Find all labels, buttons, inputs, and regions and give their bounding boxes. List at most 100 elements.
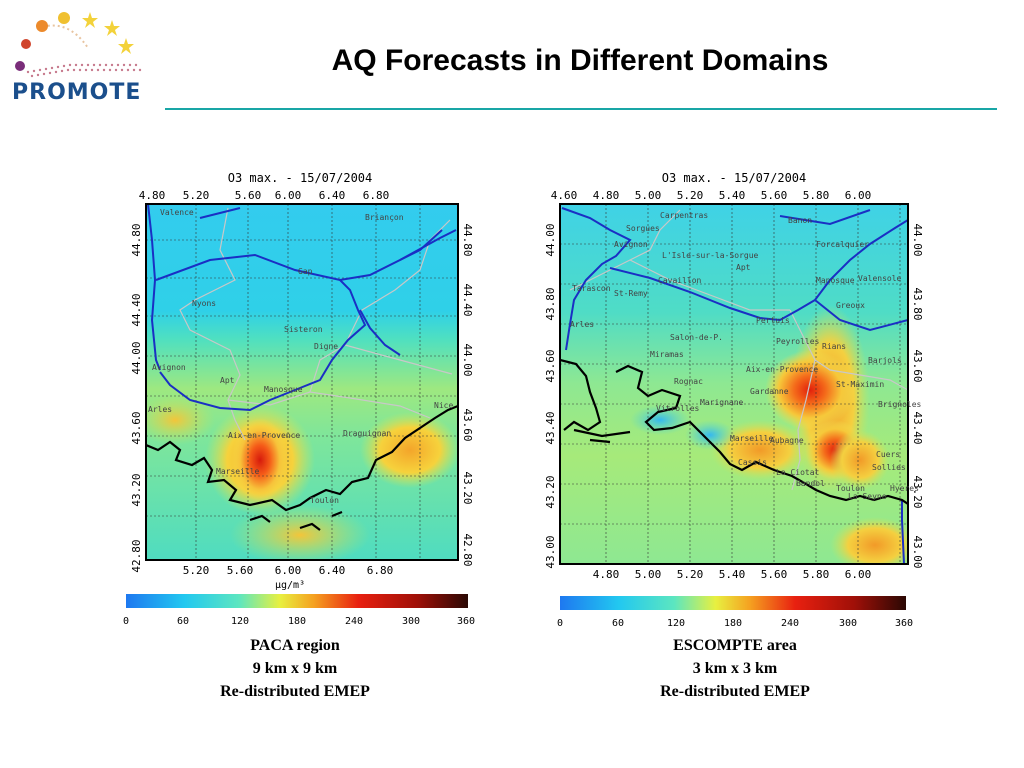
tick-label: 360 xyxy=(895,618,913,629)
tick-label: 43.40 xyxy=(911,411,924,444)
tick-label: 4.80 xyxy=(593,568,620,581)
city-label: Avignon xyxy=(152,363,186,372)
tick-label: 120 xyxy=(231,616,249,627)
tick-label: 43.80 xyxy=(911,287,924,320)
tick-label: 5.20 xyxy=(183,564,210,577)
tick-label: 5.60 xyxy=(761,189,788,202)
tick-label: 5.40 xyxy=(719,189,746,202)
tick-label: 44.00 xyxy=(911,223,924,256)
city-label: Tarascon xyxy=(572,284,611,293)
city-markers: Valence Briançon Gap Nyons Sisteron Dign… xyxy=(148,208,453,505)
caption-line: ESCOMPTE area xyxy=(673,637,797,654)
tick-label: 5.80 xyxy=(803,568,830,581)
city-label: Rians xyxy=(822,342,846,351)
map-panel-paca: O3 max. - 15/07/2004 4.80 5.20 5.60 6.00… xyxy=(123,171,475,627)
logo-star-1 xyxy=(82,12,98,28)
caption-line: PACA region xyxy=(250,637,340,654)
city-label: Digne xyxy=(314,342,338,351)
tick-label: 44.40 xyxy=(461,283,474,316)
colorbar-ticks: 0 60 120 180 240 300 360 xyxy=(123,616,475,627)
city-label: Sorgues xyxy=(626,224,660,233)
map-title: O3 max. - 15/07/2004 xyxy=(228,171,373,185)
tick-label: 5.20 xyxy=(677,568,704,581)
tick-label: 0 xyxy=(123,616,129,627)
city-label: Greoux xyxy=(836,301,865,310)
logo-text: PROMOTE xyxy=(12,80,142,105)
colorbar xyxy=(126,594,468,608)
tick-label: 43.00 xyxy=(911,535,924,568)
tick-label: 43.80 xyxy=(544,287,557,320)
city-label: Avignon xyxy=(614,240,648,249)
city-label: Salon-de-P. xyxy=(670,333,723,342)
city-label: Aix-en-Provence xyxy=(746,365,818,374)
city-label: Apt xyxy=(220,376,235,385)
city-markers: Carpentras Banon Sorgues Avignon Forcalq… xyxy=(570,211,922,501)
grid-lines xyxy=(146,204,458,560)
tick-label: 43.20 xyxy=(130,473,143,506)
map-unit-label: µg/m³ xyxy=(275,580,305,591)
tick-label: 6.80 xyxy=(367,564,394,577)
tick-label: 43.60 xyxy=(544,349,557,382)
city-label: Arles xyxy=(148,405,172,414)
city-label: L'Isle-sur-la-Sorgue xyxy=(662,251,759,260)
map-top-ticks: 4.80 5.20 5.60 6.00 6.40 6.80 xyxy=(139,189,390,202)
city-label: Draguignan xyxy=(343,429,391,438)
page-title: AQ Forecasts in Different Domains xyxy=(331,44,829,77)
colorbar-ticks: 0 60 120 180 240 300 360 xyxy=(557,618,913,629)
map-top-ticks: 4.60 4.80 5.00 5.20 5.40 5.60 5.80 6.00 xyxy=(551,189,872,202)
city-label: Carpentras xyxy=(660,211,708,220)
logo-dot-orange xyxy=(36,20,48,32)
city-label: Manosque xyxy=(264,385,303,394)
city-label: Pertuis xyxy=(756,316,790,325)
city-label: Toulon xyxy=(836,484,865,493)
city-label: Forcalquier xyxy=(816,240,869,249)
city-label: Cuers xyxy=(876,450,900,459)
tick-label: 5.60 xyxy=(227,564,254,577)
city-label: Briançon xyxy=(365,213,404,222)
city-label: La Seyne xyxy=(848,492,887,501)
tick-label: 4.80 xyxy=(139,189,166,202)
tick-label: 5.00 xyxy=(635,568,662,581)
city-label: Valensole xyxy=(858,274,902,283)
city-label: La Ciotat xyxy=(776,468,820,477)
city-label: Banon xyxy=(788,216,812,225)
tick-label: 4.80 xyxy=(593,189,620,202)
map-panel-escompte: O3 max. - 15/07/2004 4.60 4.80 5.00 5.20… xyxy=(544,171,924,629)
tick-label: 0 xyxy=(557,618,563,629)
tick-label: 5.00 xyxy=(635,189,662,202)
promote-logo xyxy=(15,12,142,78)
map-right-ticks: 44.80 44.40 44.00 43.60 43.20 42.80 xyxy=(461,223,474,566)
city-label: Marseille xyxy=(216,467,260,476)
rivers xyxy=(561,207,908,564)
tick-label: 42.80 xyxy=(461,533,474,566)
tick-label: 43.40 xyxy=(544,411,557,444)
city-label: Manosque xyxy=(816,276,855,285)
rivers xyxy=(147,204,457,412)
tick-label: 44.80 xyxy=(130,223,143,256)
city-label: Cassis xyxy=(738,458,767,467)
tick-label: 6.80 xyxy=(363,189,390,202)
tick-label: 6.00 xyxy=(275,189,302,202)
city-label: Sisteron xyxy=(284,325,323,334)
map-left-ticks: 44.80 44.40 44.00 43.60 43.20 42.80 xyxy=(130,223,143,572)
tick-label: 43.20 xyxy=(544,475,557,508)
tick-label: 4.60 xyxy=(551,189,578,202)
city-label: Peyrolles xyxy=(776,337,820,346)
tick-label: 120 xyxy=(667,618,685,629)
logo-dot-purple xyxy=(15,61,25,71)
tick-label: 60 xyxy=(612,618,624,629)
city-label: Rognac xyxy=(674,377,703,386)
city-label: Bandol xyxy=(796,479,825,488)
tick-label: 44.00 xyxy=(461,343,474,376)
tick-label: 6.40 xyxy=(319,564,346,577)
tick-label: 44.00 xyxy=(544,223,557,256)
tick-label: 44.00 xyxy=(130,341,143,374)
tick-label: 5.40 xyxy=(719,568,746,581)
caption-line: Re-distributed EMEP xyxy=(660,683,810,700)
city-label: Gap xyxy=(298,267,313,276)
tick-label: 5.20 xyxy=(183,189,210,202)
colorbar xyxy=(560,596,906,610)
caption-line: 3 km x 3 km xyxy=(692,660,778,677)
tick-label: 5.20 xyxy=(677,189,704,202)
admin-borders xyxy=(569,209,908,491)
